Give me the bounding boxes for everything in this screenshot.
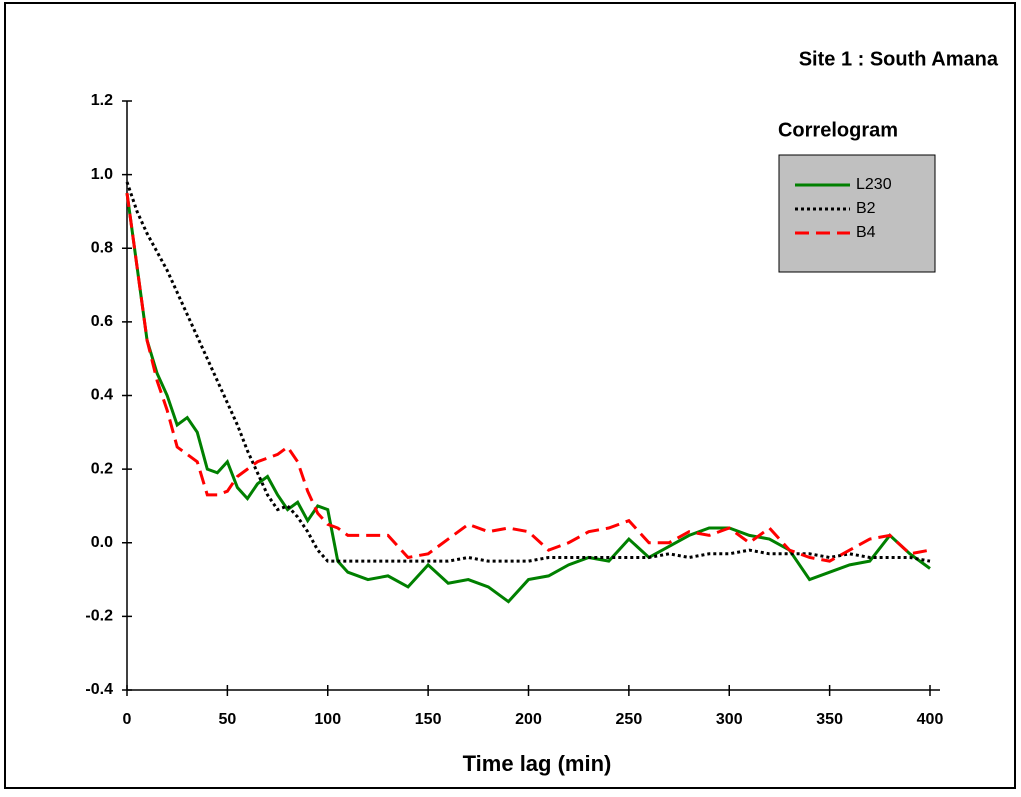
x-tick-label: 300: [716, 711, 743, 728]
legend-label: B4: [856, 224, 876, 241]
y-tick-label: 0.0: [91, 534, 113, 551]
x-tick-label: 200: [515, 711, 542, 728]
x-tick-label: 250: [616, 711, 643, 728]
line-series: [125, 181, 931, 563]
y-tick-label: -0.4: [85, 681, 113, 698]
x-tick-label: 100: [314, 711, 341, 728]
y-tick-label: 0.8: [91, 239, 113, 256]
chart-title: Site 1 : South Amana: [799, 48, 999, 70]
y-tick-label: 0.4: [91, 387, 113, 404]
x-axis-label: Time lag (min): [463, 751, 612, 776]
line-series: [125, 192, 931, 563]
x-tick-label: 0: [123, 711, 132, 728]
chart-frame: [4, 2, 1016, 789]
x-tick-label: 150: [415, 711, 442, 728]
x-tick-label: 400: [917, 711, 944, 728]
legend-box: [778, 154, 936, 273]
legend-label: B2: [856, 200, 876, 217]
y-tick-label: 0.6: [91, 313, 113, 330]
y-tick-label: -0.2: [85, 608, 113, 625]
y-tick-label: 1.0: [91, 166, 113, 183]
y-tick-label: 1.2: [91, 92, 113, 109]
legend-title: Correlogram: [778, 119, 898, 141]
legend-label: L230: [856, 176, 892, 193]
y-tick-label: 0.2: [91, 460, 113, 477]
x-tick-label: 350: [816, 711, 843, 728]
x-tick-label: 50: [218, 711, 236, 728]
